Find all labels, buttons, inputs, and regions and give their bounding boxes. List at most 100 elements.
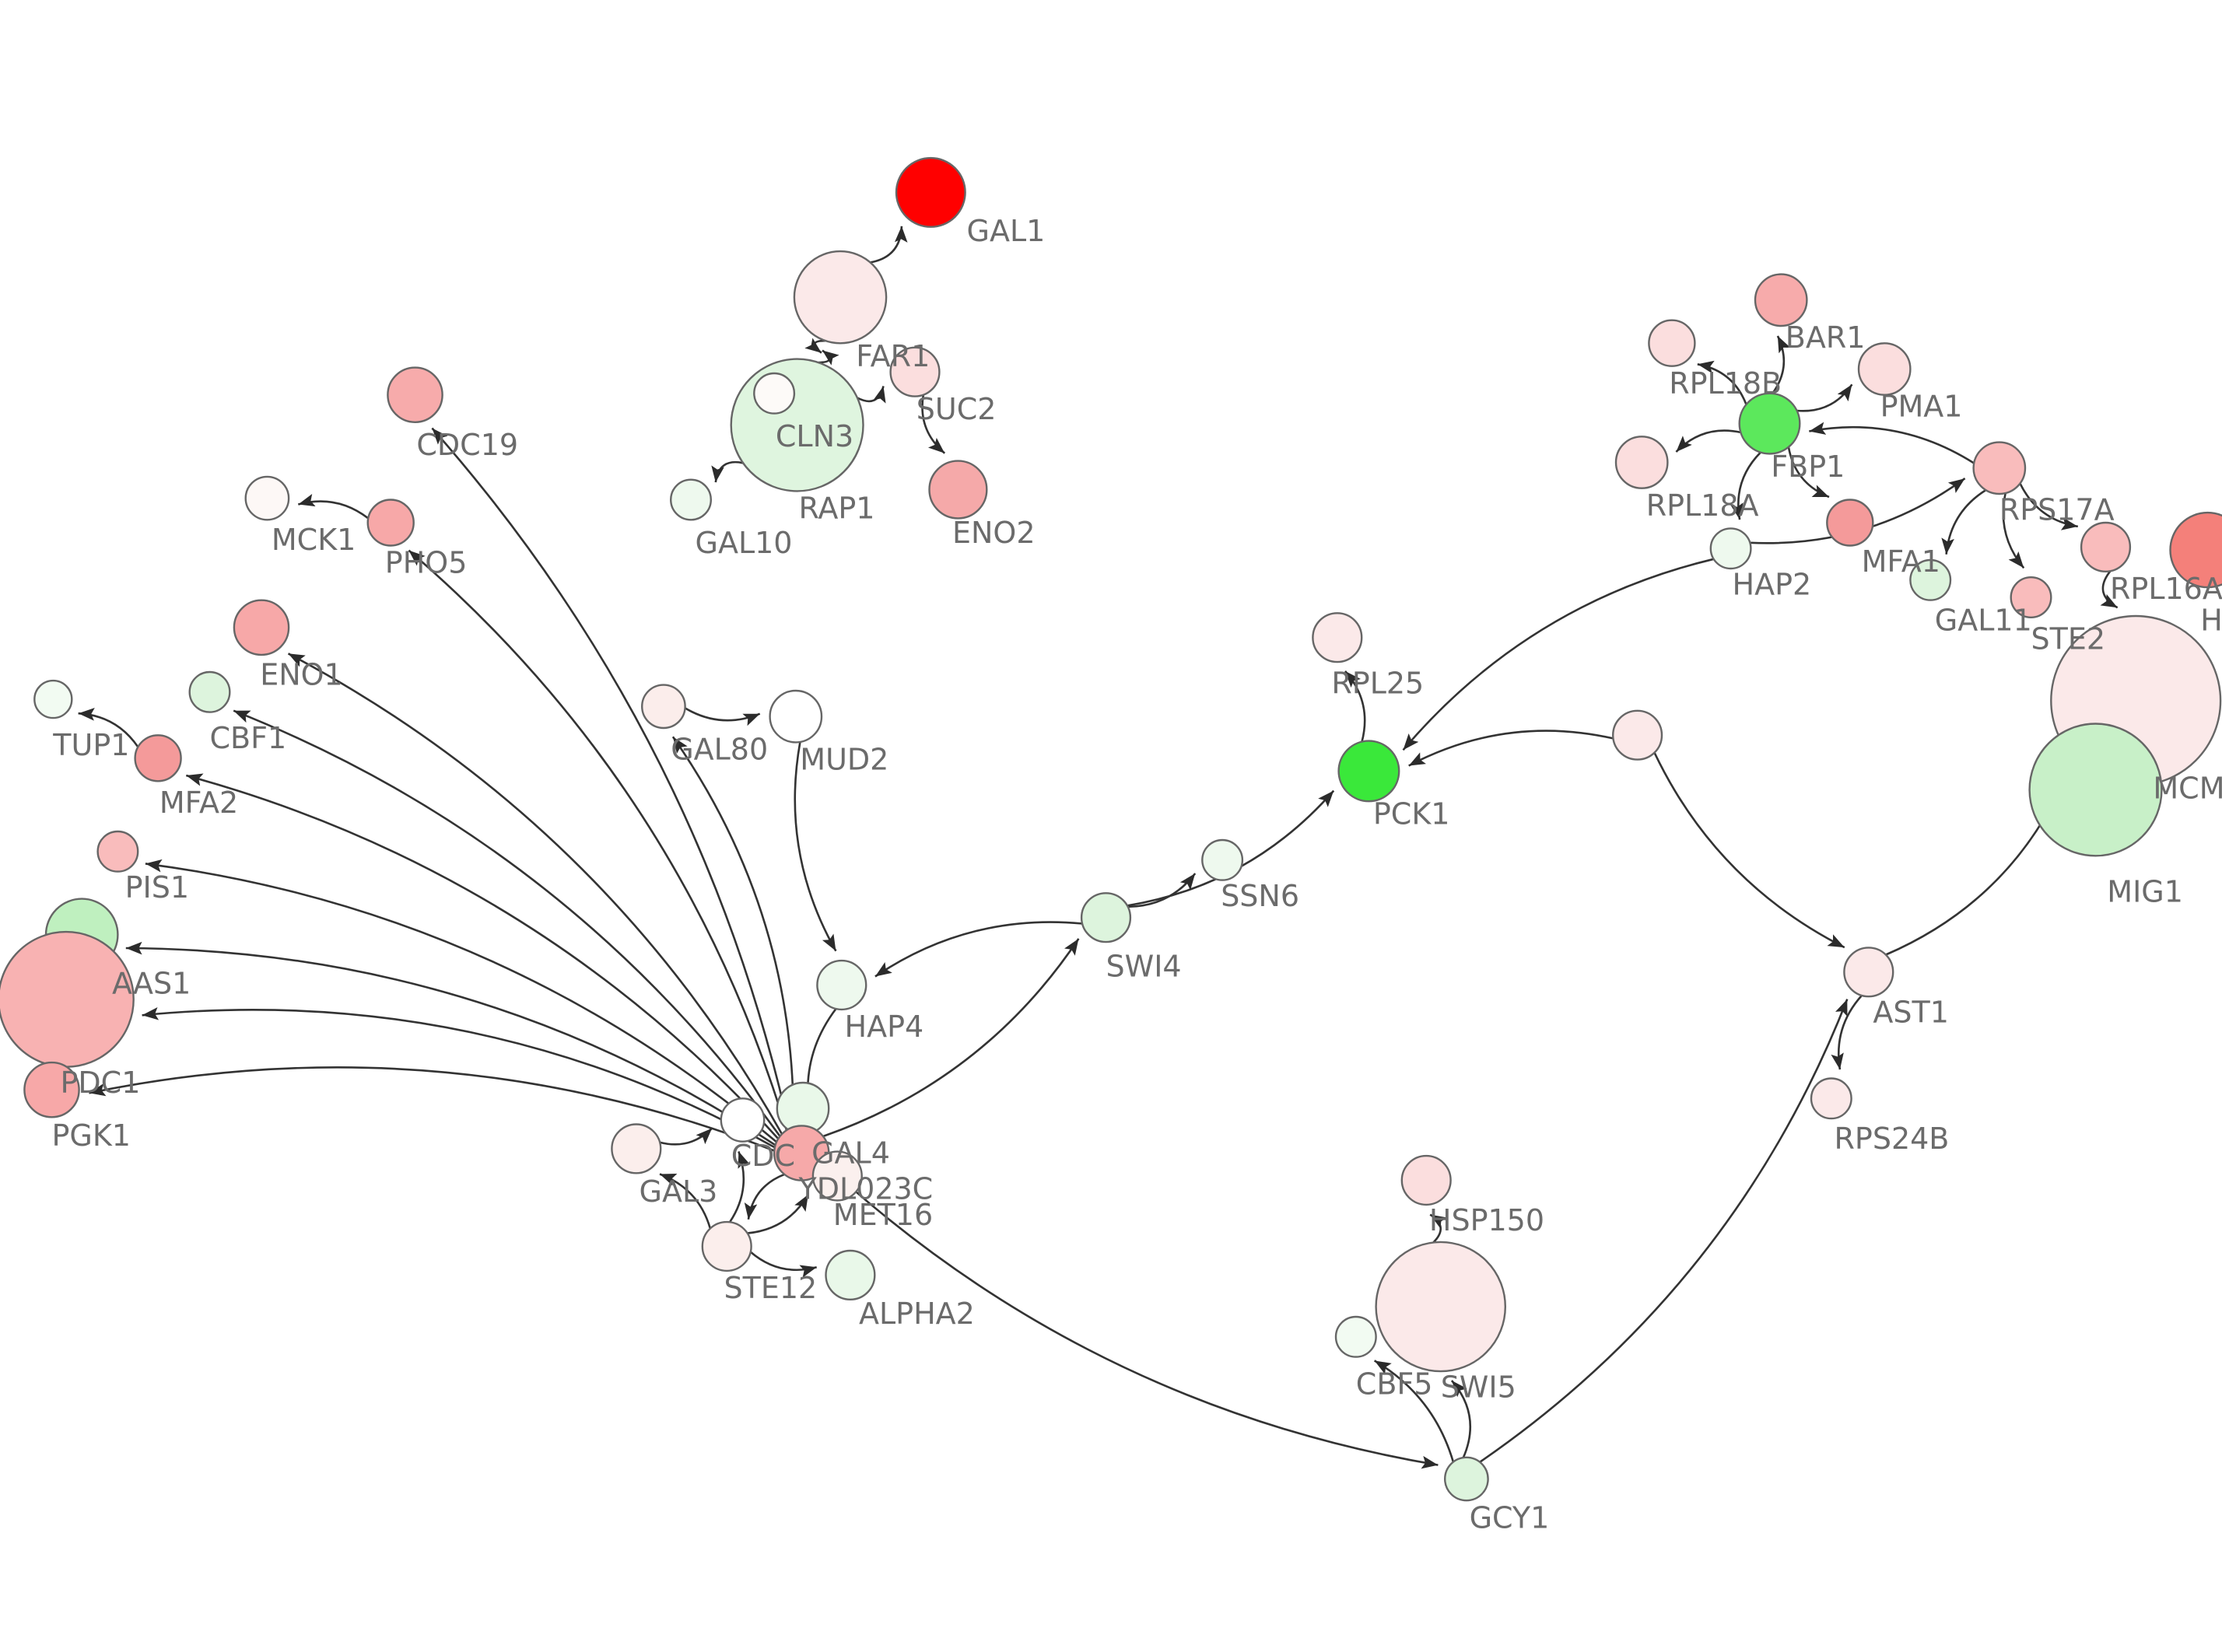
graph-node-ste2[interactable] <box>2010 576 2052 619</box>
node-label-mfa1: MFA1 <box>1862 544 1940 579</box>
graph-node-rpl25[interactable] <box>1312 612 1363 663</box>
edge <box>125 941 776 1146</box>
edge <box>794 741 837 952</box>
node-label-pdc1: PDC1 <box>61 1066 141 1100</box>
graph-node-cdc[interactable] <box>720 1097 766 1143</box>
node-label-gal4: GAL4 <box>811 1136 890 1170</box>
graph-node-rpl18b[interactable] <box>1648 319 1696 367</box>
edge <box>1127 873 1197 908</box>
edge <box>825 1164 1439 1469</box>
node-label-hap2: HAP2 <box>1733 567 1812 601</box>
node-label-gal1: GAL1 <box>967 214 1046 248</box>
edge <box>818 349 839 366</box>
edge <box>142 1007 776 1149</box>
graph-node-rpl16a[interactable] <box>2080 521 2132 572</box>
graph-node-suc2[interactable] <box>889 346 941 397</box>
graph-node-mfa1[interactable] <box>1826 499 1874 547</box>
edge <box>145 859 777 1143</box>
node-label-rpl16a: RPL16A <box>2110 572 2222 606</box>
graph-node-mud2[interactable] <box>769 689 823 744</box>
graph-node-eno1[interactable] <box>233 599 290 656</box>
graph-node-fbp1[interactable] <box>1738 392 1801 455</box>
graph-node-pgk1[interactable] <box>23 1061 80 1118</box>
graph-node-tup1[interactable] <box>33 679 73 719</box>
edge <box>2100 570 2119 609</box>
graph-node-bar1[interactable] <box>1754 273 1808 327</box>
node-label-pgk1: PGK1 <box>52 1118 131 1153</box>
graph-node-rps24b[interactable] <box>1810 1077 1852 1120</box>
edge <box>1653 752 1845 949</box>
node-label-bar1: BAR1 <box>1786 320 1866 355</box>
graph-node-eno2[interactable] <box>928 460 988 520</box>
node-label-gal10: GAL10 <box>696 526 793 560</box>
graph-node-hap2[interactable] <box>1709 527 1752 570</box>
graph-node-ste12[interactable] <box>701 1220 752 1272</box>
graph-node-cdc19[interactable] <box>387 366 443 424</box>
graph-node-pck1[interactable] <box>1337 740 1400 803</box>
graph-node-cbf5[interactable] <box>1334 1315 1377 1358</box>
graph-node-gal80[interactable] <box>641 684 686 730</box>
edge <box>1831 995 1863 1070</box>
node-label-swi4: SWI4 <box>1106 949 1182 983</box>
graph-node-cbf1[interactable] <box>188 670 231 713</box>
graph-node-mck1[interactable] <box>244 475 290 521</box>
edge <box>921 394 946 454</box>
node-label-alpha2: ALPHA2 <box>859 1297 975 1331</box>
edge <box>747 1194 810 1234</box>
edge <box>671 736 795 1127</box>
graph-node-swi5[interactable] <box>1375 1241 1506 1373</box>
edge <box>1809 422 1975 464</box>
node-label-met16: MET16 <box>833 1198 933 1232</box>
edge-layer <box>78 226 2119 1469</box>
graph-node-pho5[interactable] <box>366 499 415 547</box>
graph-node-gal11[interactable] <box>1909 558 1952 601</box>
edge <box>684 707 761 726</box>
graph-node-gal3[interactable] <box>611 1123 662 1174</box>
graph-node-gal10[interactable] <box>670 478 713 521</box>
graph-node-hap4[interactable] <box>816 959 867 1011</box>
node-label-rps24b: RPS24B <box>1835 1122 1950 1156</box>
graph-node-pma1[interactable] <box>1857 342 1912 396</box>
graph-node-mig1[interactable] <box>2028 723 2163 857</box>
graph-node-gcy1[interactable] <box>1444 1456 1489 1502</box>
node-label-aas1: AAS1 <box>112 967 191 1001</box>
node-label-pis1: PIS1 <box>125 870 189 905</box>
edge <box>1429 1213 1448 1244</box>
edge <box>2002 492 2025 569</box>
edge <box>711 460 744 483</box>
graph-node-hsp150[interactable] <box>1400 1154 1452 1206</box>
edge <box>1479 999 1849 1463</box>
graph-node-ydl023c[interactable] <box>811 1150 863 1202</box>
node-label-pck1: PCK1 <box>1373 797 1450 831</box>
graph-node-gal1[interactable] <box>895 156 966 228</box>
edge <box>2019 483 2079 530</box>
graph-node-rpl18a[interactable] <box>1614 436 1669 489</box>
graph-node-rap1[interactable] <box>753 372 796 415</box>
graph-node-mfa2[interactable] <box>134 734 182 782</box>
node-label-cbf1: CBF1 <box>210 721 287 755</box>
edge <box>431 427 790 1129</box>
edge <box>89 1066 775 1152</box>
edge <box>1450 1380 1472 1458</box>
edge <box>1796 383 1853 412</box>
graph-node-pis1[interactable] <box>96 830 139 873</box>
node-label-pho5: PHO5 <box>385 546 468 580</box>
graph-node-unnamed1[interactable] <box>1612 709 1663 761</box>
edge <box>1730 451 1761 520</box>
edge <box>78 708 139 748</box>
node-label-eno1: ENO1 <box>260 658 343 692</box>
graph-node-his4[interactable] <box>2169 511 2222 589</box>
node-label-cln3: CLN3 <box>776 419 853 453</box>
edge <box>857 386 886 404</box>
graph-node-ssn6[interactable] <box>1201 838 1244 881</box>
graph-node-far1[interactable] <box>793 250 888 345</box>
node-label-mfa2: MFA2 <box>159 786 238 820</box>
graph-node-rps17a[interactable] <box>1972 441 2027 495</box>
node-layer[interactable] <box>0 156 2222 1502</box>
graph-node-swi4[interactable] <box>1080 892 1132 943</box>
graph-node-alpha2[interactable] <box>825 1249 876 1300</box>
node-label-far1: FAR1 <box>856 339 930 373</box>
edge <box>1772 335 1791 394</box>
graph-node-ast1[interactable] <box>1843 947 1894 998</box>
